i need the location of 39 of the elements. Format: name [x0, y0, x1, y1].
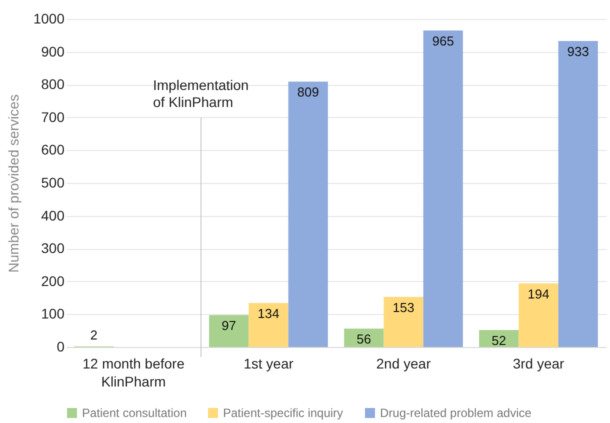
y-axis-title: Number of provided services	[5, 94, 22, 273]
bar	[288, 82, 328, 347]
x-tick-label: 1st year	[244, 356, 294, 372]
x-tick-label: 3rd year	[512, 356, 565, 372]
y-tick-label: 600	[41, 142, 65, 158]
data-label: 194	[528, 286, 550, 302]
bar	[479, 330, 519, 347]
data-label: 153	[392, 300, 414, 315]
bar	[518, 283, 558, 347]
bar	[344, 328, 384, 347]
bar	[558, 40, 598, 347]
data-label: 52	[492, 332, 506, 348]
y-tick-label: 0	[56, 338, 65, 354]
y-tick-label: 100	[41, 306, 65, 322]
bar	[248, 303, 288, 347]
x-tick-label: 2nd year	[376, 356, 432, 372]
data-label: 134	[258, 306, 280, 322]
data-label: 2	[90, 327, 98, 342]
legend-label: Patient consultation	[82, 406, 187, 420]
data-label: 965	[432, 33, 454, 48]
y-tick-label: 1000	[33, 10, 65, 26]
y-tick-label: 900	[41, 43, 65, 60]
annotation: Implementation of KlinPharm	[153, 76, 250, 111]
data-label: 56	[356, 332, 372, 347]
data-label: 809	[297, 84, 319, 100]
bar	[384, 296, 424, 347]
bar	[423, 30, 463, 347]
y-tick-label: 400	[41, 207, 65, 224]
y-tick-label: 500	[41, 174, 65, 190]
data-label: 97	[222, 318, 236, 334]
y-tick-label: 300	[41, 240, 65, 256]
x-tick-label: 12 month before KlinPharm	[82, 356, 185, 390]
y-tick-label: 200	[41, 272, 65, 289]
bar	[209, 315, 249, 347]
y-tick-label: 700	[41, 108, 65, 125]
y-tick-label: 800	[41, 76, 65, 92]
legend-label: Drug-related problem advice	[380, 406, 532, 420]
legend-label: Patient-specific inquiry	[223, 406, 344, 420]
data-label: 933	[567, 44, 589, 59]
